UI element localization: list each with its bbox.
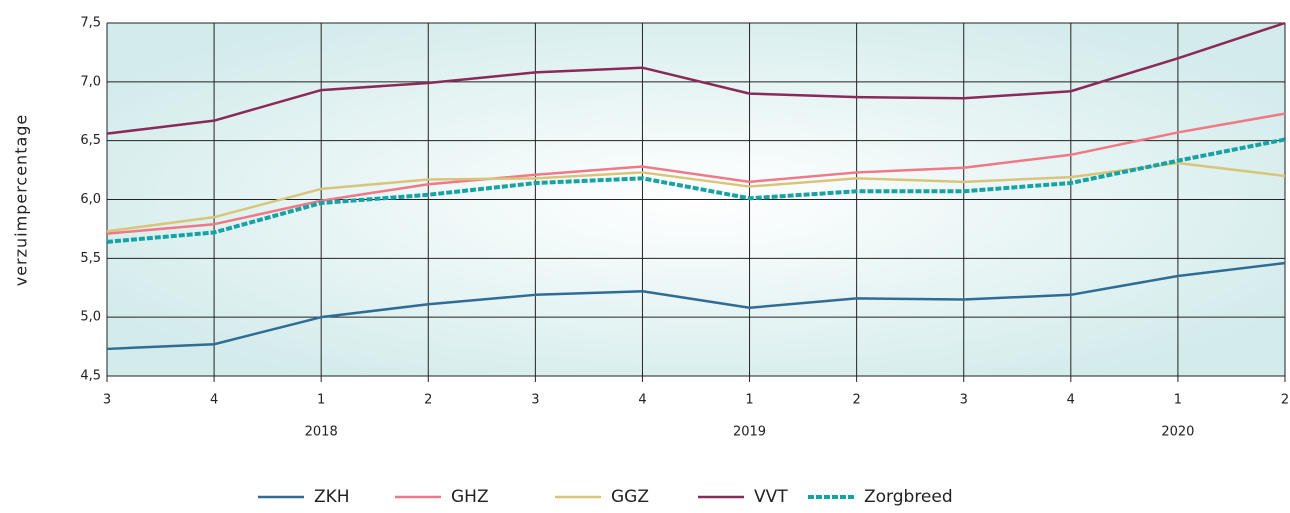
- y-tick-label: 7,0: [80, 74, 101, 89]
- x-group-label: 2018: [305, 425, 338, 440]
- x-group-label: 2020: [1161, 425, 1194, 440]
- series-line: [106, 21, 1286, 135]
- x-tick-label: 4: [210, 393, 218, 408]
- legend-label: VVT: [754, 487, 788, 507]
- x-tick-label: 2: [1281, 393, 1289, 408]
- legend-label: GGZ: [611, 487, 649, 507]
- x-tick-label: 3: [103, 393, 111, 408]
- y-tick-label: 6,0: [80, 192, 101, 207]
- x-tick-label: 2: [424, 393, 432, 408]
- y-tick-label: 6,5: [80, 133, 101, 148]
- x-tick-label: 1: [745, 393, 753, 408]
- legend-label: GHZ: [451, 487, 489, 507]
- x-tick-label: 3: [960, 393, 968, 408]
- x-tick-label: 2: [852, 393, 860, 408]
- series-line: [106, 261, 1286, 351]
- y-tick-label: 5,0: [80, 310, 101, 325]
- x-group-label: 2019: [733, 425, 766, 440]
- y-tick-label: 7,5: [80, 16, 101, 31]
- y-tick-label: 4,5: [80, 369, 101, 384]
- series-line: [106, 137, 1286, 244]
- series-line: [106, 112, 1286, 235]
- x-tick-label: 3: [531, 393, 539, 408]
- x-tick-label: 1: [317, 393, 325, 408]
- legend-label: Zorgbreed: [864, 487, 953, 507]
- y-axis-label: verzuimpercentage: [12, 114, 31, 287]
- series-line: [106, 161, 1286, 233]
- x-tick-label: 4: [1067, 393, 1075, 408]
- legend-label: ZKH: [314, 487, 350, 507]
- x-tick-label: 4: [638, 393, 646, 408]
- x-tick-label: 1: [1174, 393, 1182, 408]
- y-tick-label: 5,5: [80, 251, 101, 266]
